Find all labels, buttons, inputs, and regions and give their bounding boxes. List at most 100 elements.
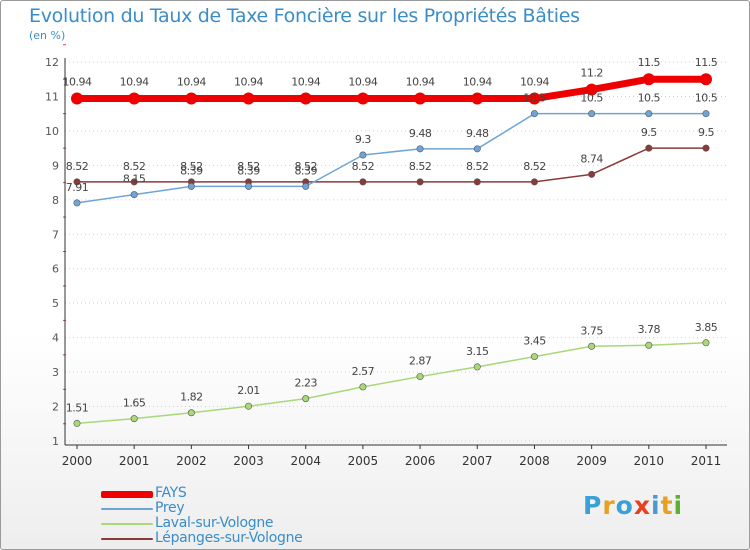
y-tick-label: 9 [52, 159, 59, 172]
data-point [642, 73, 655, 86]
data-label: 1.82 [180, 391, 203, 404]
data-point [73, 178, 81, 186]
data-label: 8.39 [294, 164, 317, 177]
x-tick-label: 2003 [233, 454, 264, 468]
data-point [645, 341, 653, 349]
data-point [645, 144, 653, 152]
data-point [471, 92, 484, 105]
data-label: 3.45 [523, 335, 546, 348]
logo-letter: r [602, 491, 616, 520]
series-line-2 [76, 342, 707, 425]
legend-swatch-prey [101, 508, 153, 510]
y-axis-unit: (en %) [29, 29, 66, 42]
legend-label-fays: FAYS [155, 485, 187, 501]
data-label: 8.52 [66, 160, 89, 173]
data-label: 8.52 [294, 160, 317, 173]
data-point [702, 110, 710, 118]
y-tick-label: 3 [52, 366, 59, 379]
data-point [585, 83, 598, 96]
data-point [702, 339, 710, 347]
legend-swatch-fays [101, 491, 153, 498]
data-point [130, 191, 138, 199]
data-point [245, 402, 253, 410]
data-label: 8.74 [580, 152, 603, 165]
data-label: 10.94 [406, 76, 435, 89]
data-point [187, 182, 195, 190]
data-point [588, 170, 596, 178]
y-tick-label: 7 [52, 228, 59, 241]
logo-letter: x [633, 491, 651, 520]
data-point [416, 373, 424, 381]
x-tick-label: 2011 [691, 454, 722, 468]
y-tick-label: 8 [52, 194, 59, 207]
data-point [473, 145, 481, 153]
data-label: 1.65 [123, 397, 146, 410]
data-label: 9.5 [698, 126, 714, 139]
data-label: 9.5 [641, 126, 657, 139]
data-point [530, 110, 538, 118]
y-tick-label: 6 [52, 263, 59, 276]
data-label: 10.94 [234, 76, 263, 89]
data-point [130, 178, 138, 186]
data-label: 9.48 [466, 127, 489, 140]
data-label: 2.87 [409, 355, 432, 368]
data-point [414, 92, 427, 105]
data-label: 2.23 [294, 377, 317, 390]
data-point [702, 144, 710, 152]
x-tick-label: 2000 [62, 454, 93, 468]
data-point [645, 110, 653, 118]
data-label: 3.15 [466, 345, 489, 358]
data-label: 10.94 [520, 76, 549, 89]
data-label: 8.52 [409, 160, 432, 173]
data-point [245, 182, 253, 190]
data-point [359, 151, 367, 159]
data-label: 10.5 [523, 92, 546, 105]
data-label: 10.94 [120, 76, 149, 89]
y-tick-label: 11 [45, 90, 59, 103]
data-point [530, 178, 538, 186]
data-point [473, 178, 481, 186]
data-point [530, 353, 538, 361]
x-tick-label: 2002 [176, 454, 207, 468]
data-label: 10.94 [348, 76, 377, 89]
series-line-1 [76, 112, 707, 204]
data-label: 9.3 [355, 133, 371, 146]
data-label: 11.2 [580, 67, 603, 80]
logo-letter: t [660, 491, 674, 520]
logo-letter: i [651, 491, 661, 520]
data-label: 8.39 [180, 164, 203, 177]
data-point [299, 92, 312, 105]
series-line-0 [73, 75, 710, 103]
data-point [416, 178, 424, 186]
chart-title: Evolution du Taux de Taxe Foncière sur l… [29, 5, 580, 27]
data-point [187, 409, 195, 417]
data-label: 9.48 [409, 127, 432, 140]
data-label: 8.52 [180, 160, 203, 173]
data-label: 11.5 [695, 56, 718, 69]
data-label: 8.15 [123, 173, 146, 186]
data-label: 7.91 [66, 181, 89, 194]
proxiti-logo: Proxiti [583, 491, 683, 520]
data-label: 8.52 [352, 160, 375, 173]
data-label: 10.5 [638, 92, 661, 105]
data-label: 11.5 [638, 56, 661, 69]
data-label: 10.94 [177, 76, 206, 89]
legend-swatch-lepanges [101, 538, 153, 540]
y-tick-label: 5 [52, 297, 59, 310]
x-tick-label: 2008 [519, 454, 550, 468]
y-tick-label: 1 [52, 435, 59, 448]
data-label: 8.52 [523, 160, 546, 173]
data-point [473, 363, 481, 371]
data-point [356, 92, 369, 105]
data-label: 10.94 [463, 76, 492, 89]
data-point [302, 182, 310, 190]
data-point [359, 178, 367, 186]
data-label: 3.75 [580, 324, 603, 337]
data-point [359, 383, 367, 391]
data-point [242, 92, 255, 105]
logo-letter: o [615, 491, 634, 520]
data-point [71, 92, 83, 105]
data-point [128, 92, 141, 105]
x-tick-label: 2006 [405, 454, 436, 468]
